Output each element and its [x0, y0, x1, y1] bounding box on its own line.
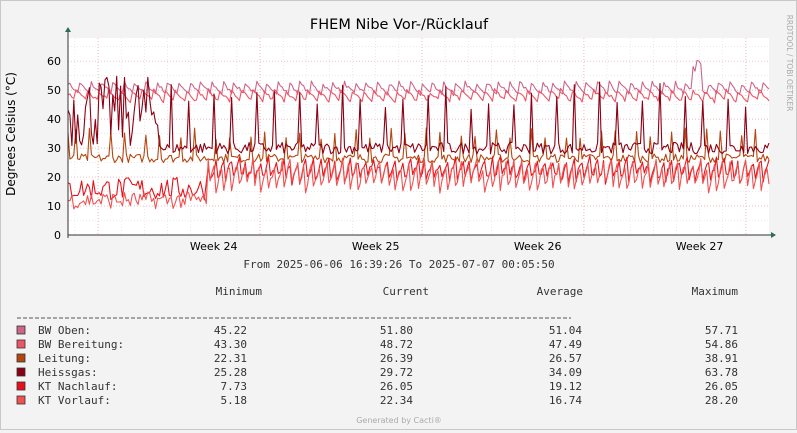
y-tick-label: 40 [47, 113, 61, 126]
legend-series-name: BW Bereitung: [38, 338, 124, 351]
axes: 0 10 20 30 40 50 60 Week 24 Week 25 Week 26 Week 2… [47, 27, 776, 253]
legend-min-value: 5.18 [221, 394, 248, 407]
x-tick-label: Week 24 [190, 240, 238, 253]
y-tick-label: 0 [54, 229, 61, 242]
legend-min-value: 43.30 [214, 338, 247, 351]
legend-swatch [16, 381, 26, 391]
legend-average-value: 51.04 [549, 324, 582, 337]
series-line-kt-vorlauf [67, 157, 770, 210]
x-tick-label: Week 26 [514, 240, 562, 253]
legend-series-name: KT Nachlauf: [38, 380, 117, 393]
legend-average-value: 34.09 [549, 366, 582, 379]
y-tick-label: 60 [47, 55, 61, 68]
legend-series-name: BW Oben: [38, 324, 91, 337]
legend-col-maximum: Maximum [692, 285, 739, 298]
series-group [67, 59, 770, 210]
y-tick-label: 10 [47, 200, 61, 213]
legend-average-value: 26.57 [549, 352, 582, 365]
legend-max-value: 38.91 [705, 352, 738, 365]
series-line-heissgas [67, 75, 770, 155]
y-tick-label: 20 [47, 171, 61, 184]
legend-series-name: Heissgas: [38, 366, 98, 379]
legend-current-value: 26.05 [380, 380, 413, 393]
legend-col-minimum: Minimum [216, 285, 263, 298]
legend-swatch [16, 339, 26, 349]
legend-series-name: Leitung: [38, 352, 91, 365]
legend-current-value: 48.72 [380, 338, 413, 351]
x-axis-arrow [771, 232, 776, 238]
chart-title: FHEM Nibe Vor-/Rücklauf [310, 17, 489, 33]
series-line-kt-nachlauf [67, 155, 770, 201]
y-tick-label: 50 [47, 84, 61, 97]
x-tick-label: Week 27 [676, 240, 724, 253]
rrdtool-credit: RRDTOOL / TOBI OETIKER [785, 15, 794, 112]
legend-swatch [16, 395, 26, 405]
legend-min-value: 22.31 [214, 352, 247, 365]
legend-swatch [16, 367, 26, 377]
y-tick-label: 30 [47, 142, 61, 155]
legend-min-value: 25.28 [214, 366, 247, 379]
legend-average-value: 16.74 [549, 394, 582, 407]
legend-swatch [16, 353, 26, 363]
legend-current-value: 26.39 [380, 352, 413, 365]
legend-max-value: 54.86 [705, 338, 738, 351]
series-line-leitung [67, 127, 770, 164]
legend-current-value: 22.34 [380, 394, 413, 407]
legend-max-value: 28.20 [705, 394, 738, 407]
legend-average-value: 47.49 [549, 338, 582, 351]
legend-max-value: 63.78 [705, 366, 738, 379]
date-range: From 2025-06-06 16:39:26 To 2025-07-07 0… [243, 258, 554, 271]
legend-current-value: 29.72 [380, 366, 413, 379]
legend-col-average: Average [537, 285, 583, 298]
legend-current-value: 51.80 [380, 324, 413, 337]
legend-min-value: 7.73 [221, 380, 248, 393]
y-axis-arrow [65, 27, 71, 32]
legend: BW Oben: 45.22 51.80 51.04 57.71 BW Bereitung… [16, 324, 738, 407]
series-line-bw-bereitung [67, 87, 770, 104]
legend-min-value: 45.22 [214, 324, 247, 337]
footer-credit: Generated by Cacti® [356, 416, 442, 425]
legend-col-current: Current [383, 285, 429, 298]
legend-average-value: 19.12 [549, 380, 582, 393]
legend-max-value: 57.71 [705, 324, 738, 337]
legend-max-value: 26.05 [705, 380, 738, 393]
legend-series-name: KT Vorlauf: [38, 394, 111, 407]
x-tick-label: Week 25 [352, 240, 400, 253]
y-axis-label: Degrees Celsius (°C) [4, 72, 18, 196]
legend-swatch [16, 325, 26, 335]
